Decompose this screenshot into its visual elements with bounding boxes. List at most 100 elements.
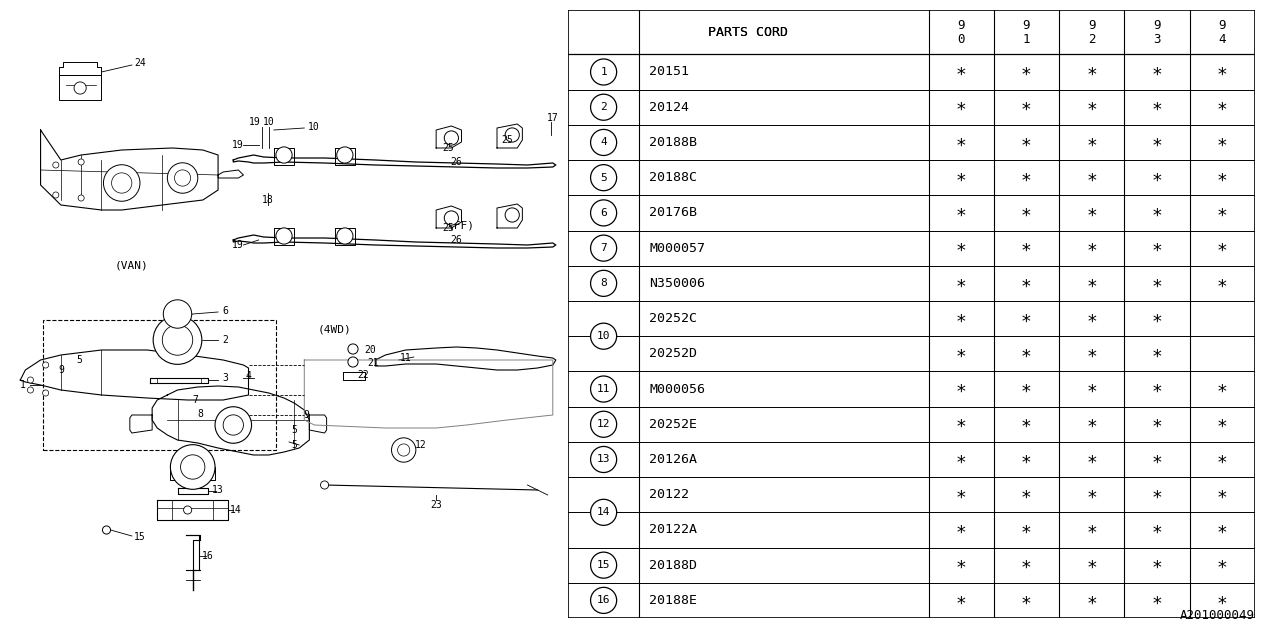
Text: ∗: ∗ [1217,451,1228,468]
Text: ∗: ∗ [1152,63,1162,81]
Text: 8: 8 [197,409,202,419]
Text: ∗: ∗ [956,486,966,504]
Text: ∗: ∗ [956,275,966,292]
Text: 16: 16 [202,551,214,561]
Circle shape [104,164,140,201]
Text: 20188B: 20188B [649,136,698,149]
Text: 2: 2 [600,102,607,112]
Text: ∗: ∗ [956,204,966,222]
Text: 20151: 20151 [649,65,689,79]
Text: 10: 10 [307,122,319,132]
Text: 20188D: 20188D [649,559,698,572]
Text: 19: 19 [232,240,243,250]
Text: ∗: ∗ [1217,239,1228,257]
Text: ∗: ∗ [1152,98,1162,116]
Text: A201000049: A201000049 [1180,609,1254,622]
Circle shape [590,59,617,85]
Text: ∗: ∗ [1217,169,1228,187]
Text: 13: 13 [596,454,611,465]
Text: ∗: ∗ [1087,521,1097,539]
Text: M000056: M000056 [649,383,705,396]
Text: ∗: ∗ [1087,451,1097,468]
Text: 5: 5 [600,173,607,182]
Text: ∗: ∗ [1087,415,1097,433]
Circle shape [590,447,617,472]
Text: 20124: 20124 [649,100,689,114]
Text: ∗: ∗ [1217,486,1228,504]
Text: 6: 6 [600,208,607,218]
Text: M000057: M000057 [649,242,705,255]
Text: 6: 6 [223,306,228,316]
Text: 9
0: 9 0 [957,19,965,45]
Text: 10: 10 [596,331,611,341]
Text: 9
4: 9 4 [1219,19,1226,45]
Text: (4WD): (4WD) [317,325,352,335]
Text: 5: 5 [292,425,297,435]
Text: 20188C: 20188C [649,171,698,184]
Text: ∗: ∗ [1021,591,1032,609]
Text: 3: 3 [223,373,228,383]
Text: ∗: ∗ [1152,415,1162,433]
Text: 25: 25 [502,135,513,145]
Text: ∗: ∗ [1217,275,1228,292]
Circle shape [180,455,205,479]
Text: 9: 9 [58,365,64,375]
Text: 20176B: 20176B [649,207,698,220]
Circle shape [590,323,617,349]
Text: 20252E: 20252E [649,418,698,431]
Circle shape [42,362,49,368]
Circle shape [42,390,49,396]
Text: 14: 14 [229,505,241,515]
Text: ∗: ∗ [1021,451,1032,468]
Text: 9
3: 9 3 [1153,19,1161,45]
Text: 18: 18 [262,195,274,205]
Text: ∗: ∗ [1152,451,1162,468]
Text: 26: 26 [451,157,462,167]
Text: 11: 11 [596,384,611,394]
Text: 19: 19 [232,140,243,150]
Text: 12: 12 [596,419,611,429]
Circle shape [337,147,353,163]
Text: 10: 10 [262,117,275,127]
Text: ∗: ∗ [1021,98,1032,116]
Text: ∗: ∗ [1087,591,1097,609]
Circle shape [590,200,617,226]
Text: ∗: ∗ [956,451,966,468]
Circle shape [276,147,292,163]
Circle shape [590,235,617,261]
Circle shape [590,552,617,578]
Text: ∗: ∗ [1152,275,1162,292]
Text: 9
2: 9 2 [1088,19,1096,45]
Text: 14: 14 [596,508,611,517]
Text: ∗: ∗ [1152,239,1162,257]
Text: 23: 23 [430,500,442,510]
Text: ∗: ∗ [956,63,966,81]
Circle shape [337,228,353,244]
Circle shape [183,506,192,514]
Text: ∗: ∗ [1087,204,1097,222]
Circle shape [111,173,132,193]
Circle shape [590,129,617,156]
Text: ∗: ∗ [1021,521,1032,539]
Text: 20126A: 20126A [649,453,698,466]
Text: ∗: ∗ [956,98,966,116]
Text: ∗: ∗ [1217,415,1228,433]
Text: ∗: ∗ [1152,380,1162,398]
Text: 4: 4 [246,371,251,381]
Text: ∗: ∗ [1087,98,1097,116]
Circle shape [102,526,110,534]
Text: ∗: ∗ [1217,63,1228,81]
Text: 25: 25 [443,223,454,233]
Text: ∗: ∗ [1217,134,1228,152]
Text: PARTS CORD: PARTS CORD [708,26,788,38]
Text: ∗: ∗ [1021,169,1032,187]
Text: ∗: ∗ [956,239,966,257]
Circle shape [590,376,617,402]
Text: ∗: ∗ [1152,310,1162,328]
Text: N350006: N350006 [649,277,705,290]
Circle shape [348,357,358,367]
Circle shape [590,270,617,296]
Text: ∗: ∗ [956,345,966,363]
Text: 24: 24 [134,58,146,68]
Text: 2: 2 [223,335,228,345]
